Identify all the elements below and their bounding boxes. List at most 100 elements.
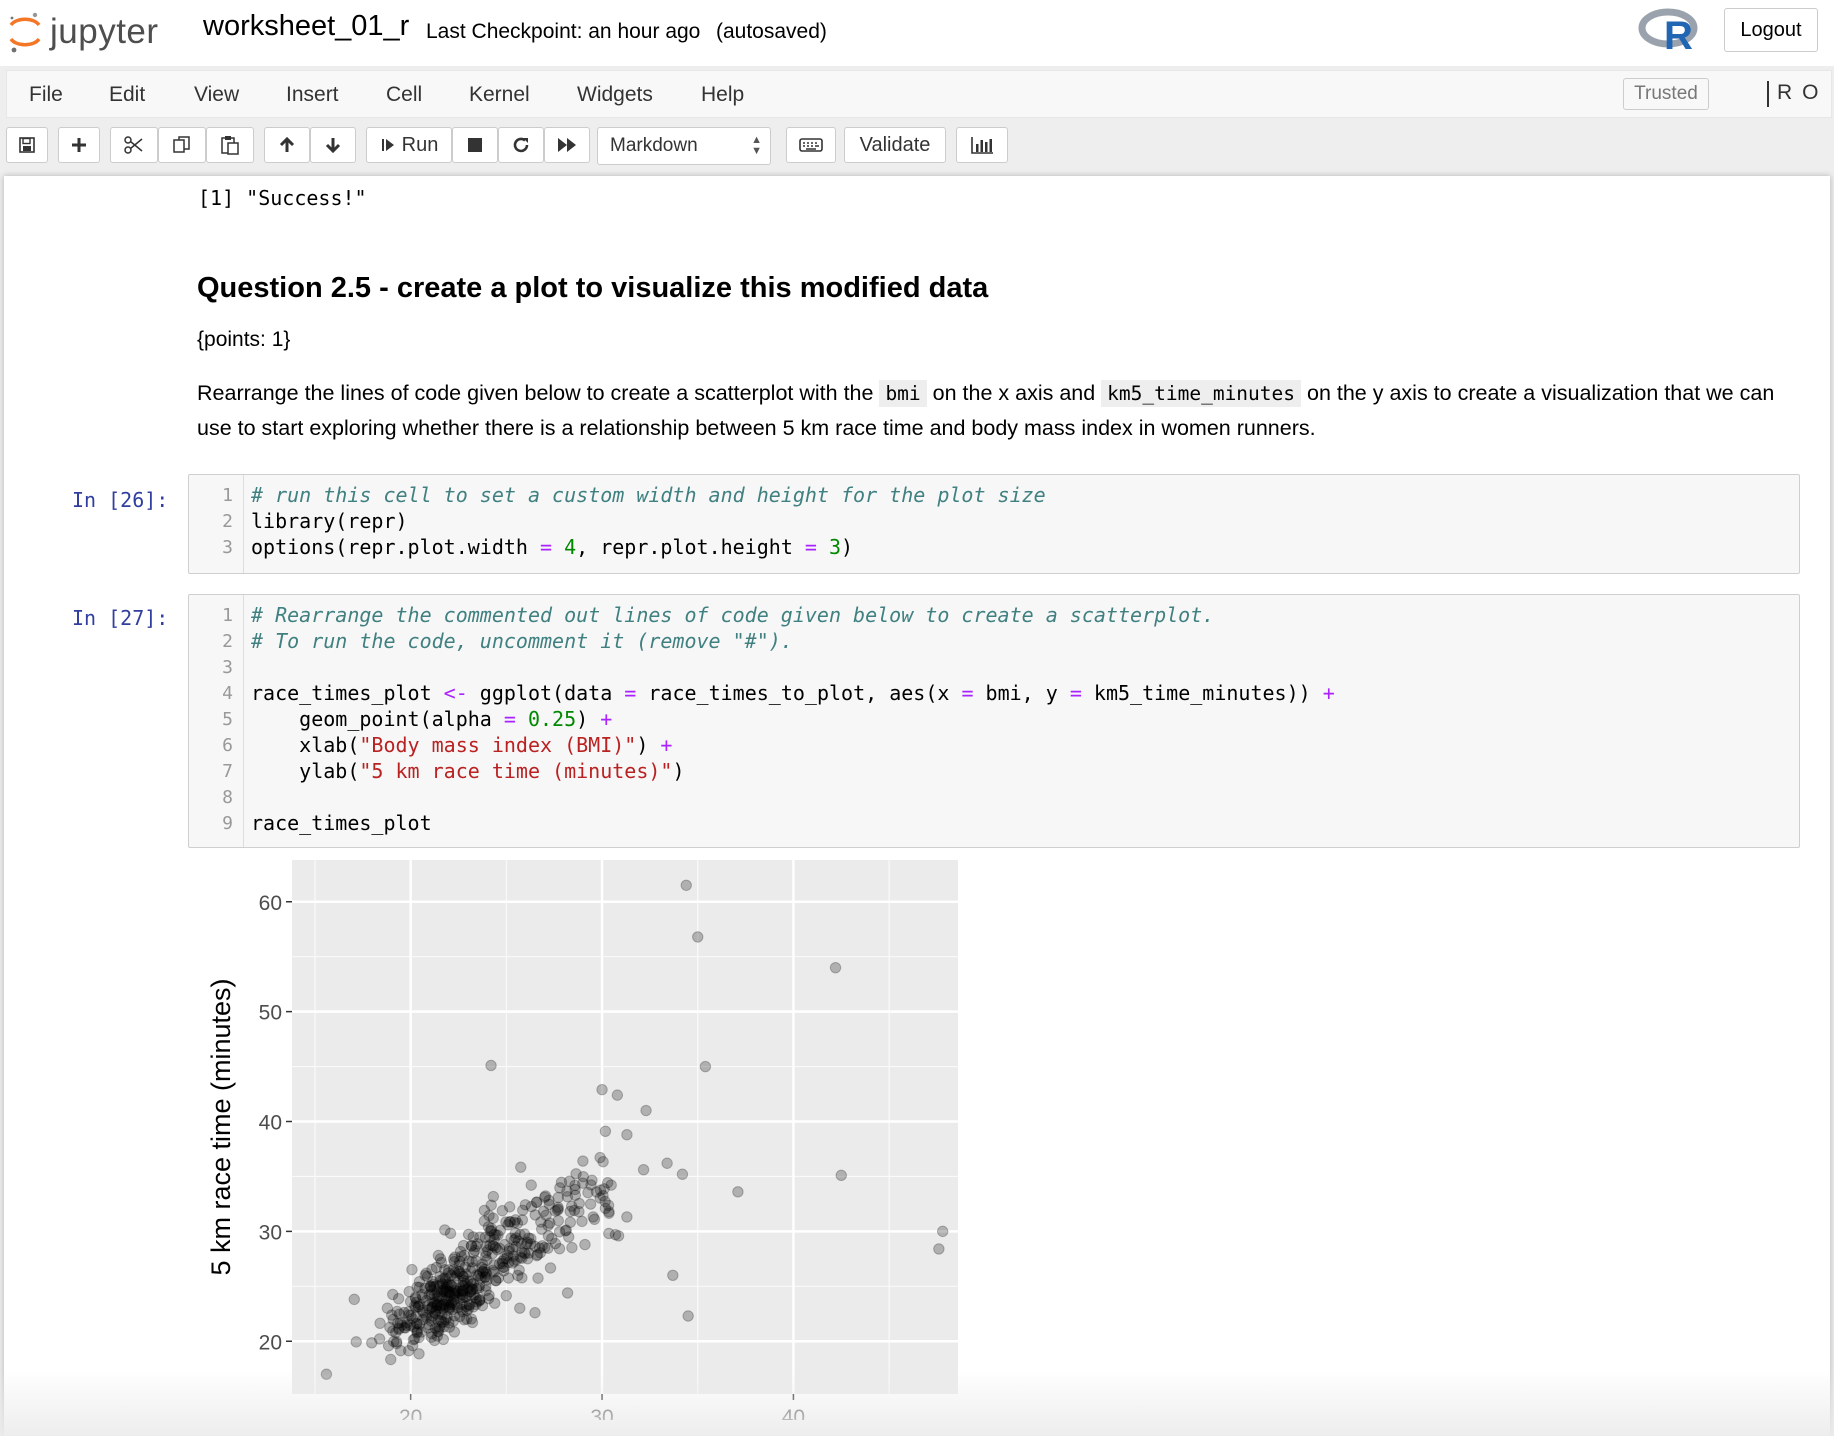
scatter-point	[456, 1303, 468, 1316]
paste-button[interactable]	[206, 127, 254, 163]
scatter-point	[485, 1222, 498, 1235]
move-up-button[interactable]	[264, 127, 310, 163]
scatter-point	[594, 1151, 606, 1164]
move-down-button[interactable]	[310, 127, 356, 163]
scatter-point	[566, 1200, 578, 1212]
scatter-point	[490, 1274, 502, 1287]
logout-button[interactable]: Logout	[1724, 8, 1818, 52]
scatter-point	[543, 1198, 555, 1211]
scatter-point	[485, 1199, 497, 1211]
scatter-point	[466, 1316, 479, 1329]
jupyter-logo[interactable]: jupyter	[8, 6, 159, 58]
scatter-point	[467, 1231, 479, 1243]
scatter-point	[503, 1216, 516, 1228]
scatter-point	[667, 1269, 679, 1282]
code-cell-26[interactable]: 1 2 3 # run this cell to set a custom wi…	[188, 474, 1800, 574]
code-token: xlab(	[251, 733, 360, 757]
scatter-point	[535, 1223, 548, 1235]
scatter-point	[415, 1326, 428, 1338]
scatter-point	[506, 1243, 519, 1256]
scatter-point	[416, 1313, 429, 1326]
scatter-point	[387, 1325, 399, 1337]
scatter-point	[835, 1169, 847, 1182]
code-line-5: geom_point(alpha = 0.25) +	[251, 707, 612, 731]
scatter-point	[413, 1318, 426, 1331]
scatter-point	[425, 1312, 438, 1324]
select-arrows-icon: ▲ ▼	[751, 134, 762, 157]
menu-view[interactable]: View	[194, 83, 240, 106]
scatter-point	[466, 1283, 479, 1296]
menu-file[interactable]: File	[29, 83, 63, 106]
scatter-point	[549, 1237, 562, 1250]
scatter-point	[441, 1310, 453, 1323]
scatter-point	[390, 1336, 403, 1348]
scatter-point	[413, 1331, 425, 1344]
scatter-point	[401, 1316, 413, 1329]
scatter-point	[416, 1288, 428, 1301]
menu-insert[interactable]: Insert	[286, 83, 339, 106]
scatter-point	[403, 1285, 415, 1298]
run-label: Run	[401, 133, 439, 156]
scatter-point	[514, 1302, 526, 1314]
scatter-point	[470, 1255, 482, 1267]
menu-kernel[interactable]: Kernel	[469, 83, 530, 106]
scatter-point	[463, 1299, 476, 1311]
scatter-point	[566, 1241, 578, 1254]
scatter-point	[409, 1301, 422, 1314]
validate-button[interactable]: Validate	[844, 127, 946, 163]
scatter-point	[542, 1230, 555, 1242]
scatter-point	[552, 1203, 564, 1215]
scatter-point	[587, 1211, 599, 1223]
copy-button[interactable]	[158, 127, 206, 163]
scatter-point	[933, 1243, 945, 1255]
scatter-point	[508, 1216, 521, 1229]
scatter-point	[453, 1259, 465, 1271]
run-button[interactable]: Run	[366, 127, 452, 163]
restart-kernel-button[interactable]	[498, 127, 544, 163]
scatter-point	[434, 1306, 447, 1318]
scatter-point	[523, 1247, 535, 1259]
notebook-name[interactable]: worksheet_01_r	[203, 10, 410, 42]
code-cell-27[interactable]: 1 2 3 4 5 6 7 8 9 # Rearrange the commen…	[188, 594, 1800, 848]
scatter-point	[468, 1289, 480, 1301]
scatter-point	[419, 1282, 431, 1294]
scatter-point	[482, 1292, 495, 1305]
scatter-point	[413, 1348, 425, 1360]
scatter-point	[411, 1323, 423, 1336]
trusted-indicator[interactable]: Trusted	[1623, 78, 1709, 110]
menu-edit[interactable]: Edit	[109, 83, 146, 106]
menu-help[interactable]: Help	[701, 83, 745, 106]
scatter-point	[459, 1278, 471, 1290]
plus-icon	[72, 138, 86, 152]
scatter-point	[503, 1256, 515, 1268]
scatter-point	[384, 1321, 396, 1334]
restart-run-all-button[interactable]	[544, 127, 590, 163]
menu-widgets[interactable]: Widgets	[577, 83, 653, 106]
scatter-point	[682, 1310, 694, 1322]
save-button[interactable]	[6, 127, 48, 163]
cell-type-select[interactable]: Markdown ▲ ▼	[597, 127, 771, 165]
scatter-point	[549, 1205, 562, 1217]
scatter-point	[456, 1289, 469, 1301]
insert-cell-button[interactable]	[58, 127, 100, 163]
scatter-point	[559, 1225, 572, 1237]
menu-cell[interactable]: Cell	[386, 83, 423, 106]
scatter-point	[498, 1253, 510, 1265]
scatter-point	[438, 1284, 450, 1297]
scatter-point	[382, 1340, 395, 1352]
scatter-point	[425, 1331, 438, 1343]
code-line-7: ylab("5 km race time (minutes)")	[251, 759, 684, 783]
scatter-point	[507, 1250, 520, 1262]
scatter-point	[534, 1247, 547, 1259]
scatter-point	[420, 1267, 432, 1279]
scatter-point	[462, 1281, 475, 1293]
r-kernel-logo-icon: R	[1638, 8, 1698, 54]
scatter-point	[477, 1265, 489, 1278]
interrupt-button[interactable]	[452, 127, 498, 163]
scatter-point	[417, 1306, 429, 1319]
scatter-point	[531, 1196, 543, 1208]
chart-button[interactable]	[956, 127, 1008, 163]
command-palette-button[interactable]	[786, 127, 836, 163]
scatter-point	[462, 1283, 474, 1295]
cut-button[interactable]	[110, 127, 158, 163]
